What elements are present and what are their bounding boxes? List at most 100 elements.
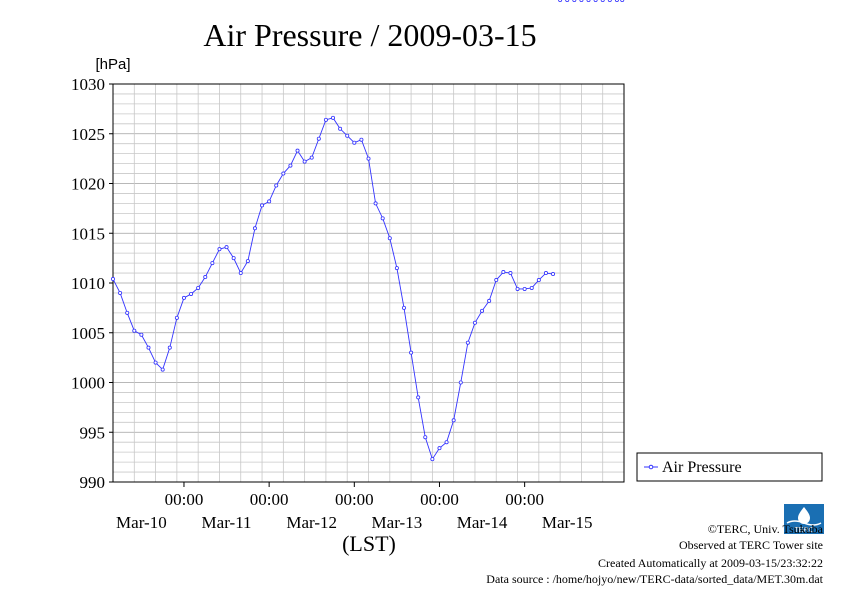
- data-point: [380, 216, 385, 221]
- x-tick-label: 00:00: [165, 490, 204, 509]
- data-point: [359, 137, 364, 142]
- y-tick-label: 1005: [71, 324, 105, 343]
- x-date-label: Mar-10: [116, 513, 167, 532]
- data-point: [196, 285, 201, 290]
- y-tick-label: 990: [80, 473, 106, 492]
- y-tick-label: 1010: [71, 274, 105, 293]
- x-axis-label: (LST): [342, 531, 396, 556]
- data-point: [111, 277, 116, 282]
- legend-box: [636, 452, 823, 482]
- data-point: [451, 418, 456, 423]
- x-axis-ticks: 00:00 00:00 00:00 00:00 00:00 Mar-10 Mar-11 Mar…: [116, 482, 593, 532]
- data-point: [366, 156, 371, 161]
- data-point: [118, 290, 123, 295]
- legend-label: Air Pressure: [662, 459, 742, 476]
- data-point: [160, 367, 165, 372]
- data-point: [430, 457, 435, 462]
- data-point: [316, 136, 321, 141]
- data-point: [387, 236, 392, 241]
- legend-marker: [648, 464, 654, 470]
- data-point: [252, 226, 257, 231]
- data-point: [295, 148, 300, 153]
- data-point: [323, 117, 328, 122]
- x-date-label: Mar-13: [372, 513, 423, 532]
- grid: [113, 84, 624, 482]
- legend: Air Pressure: [636, 452, 823, 482]
- data-point: [565, 0, 570, 2]
- data-point: [614, 0, 619, 2]
- observed-text: Observed at TERC Tower site: [678, 538, 823, 552]
- data-point: [260, 203, 265, 208]
- data-point: [543, 271, 548, 276]
- x-tick-label: 00:00: [335, 490, 374, 509]
- data-point: [167, 345, 172, 350]
- data-point: [551, 272, 556, 277]
- x-date-label: Mar-11: [202, 513, 252, 532]
- data-point: [153, 360, 158, 365]
- y-tick-label: 1015: [71, 224, 105, 243]
- data-point: [416, 395, 421, 400]
- data-point: [444, 440, 449, 445]
- copyright-text: ©TERC, Univ. Tsukuba: [707, 522, 823, 536]
- data-point: [288, 163, 293, 168]
- y-tick-label: 995: [80, 423, 106, 442]
- logo-text: TERC: [794, 527, 813, 534]
- x-tick-label: 00:00: [505, 490, 544, 509]
- data-point: [501, 270, 506, 275]
- y-tick-label: 1030: [71, 75, 105, 94]
- x-date-label: Mar-15: [542, 513, 593, 532]
- data-point: [394, 266, 399, 271]
- data-point: [579, 0, 584, 2]
- data-point: [267, 199, 272, 204]
- x-date-label: Mar-14: [457, 513, 508, 532]
- data-point: [181, 295, 186, 300]
- terc-logo: TERC: [784, 504, 824, 534]
- y-tick-label: 1020: [71, 175, 105, 194]
- y-axis-unit: [hPa]: [95, 56, 130, 73]
- data-point: [217, 247, 222, 252]
- data-point: [409, 350, 414, 355]
- data-point: [472, 320, 477, 325]
- data-point: [338, 126, 343, 131]
- data-point: [331, 115, 336, 120]
- data-point: [373, 201, 378, 206]
- data-point: [302, 159, 307, 164]
- x-tick-label: 00:00: [250, 490, 289, 509]
- data-point: [593, 0, 598, 2]
- data-point: [352, 140, 357, 145]
- data-point: [132, 328, 137, 333]
- data-point: [465, 340, 470, 345]
- data-point: [607, 0, 612, 2]
- data-point: [345, 133, 350, 138]
- data-point: [309, 155, 314, 160]
- y-tick-label: 1000: [71, 374, 105, 393]
- data-point: [586, 0, 591, 2]
- data-point: [125, 310, 130, 315]
- chart-title: Air Pressure / 2009-03-15: [203, 17, 536, 53]
- data-point: [487, 298, 492, 303]
- data-point: [494, 278, 499, 283]
- data-point: [231, 256, 236, 261]
- data-point: [174, 315, 179, 320]
- data-point: [203, 275, 208, 280]
- x-date-label: Mar-12: [286, 513, 337, 532]
- data-point: [572, 0, 577, 2]
- data-point: [522, 286, 527, 291]
- data-point: [515, 286, 520, 291]
- data-point: [529, 285, 534, 290]
- data-point: [210, 261, 215, 266]
- series-line: [112, 117, 554, 461]
- data-point: [146, 345, 151, 350]
- data-point: [620, 0, 625, 2]
- data-point: [245, 259, 250, 264]
- data-point: [139, 332, 144, 337]
- data-point: [558, 0, 563, 2]
- data-point: [508, 271, 513, 276]
- data-point: [423, 435, 428, 440]
- x-tick-label: 00:00: [420, 490, 459, 509]
- y-tick-label: 1025: [71, 125, 105, 144]
- data-point: [480, 308, 485, 313]
- created-text: Created Automatically at 2009-03-15/23:3…: [598, 556, 823, 570]
- data-point: [437, 446, 442, 451]
